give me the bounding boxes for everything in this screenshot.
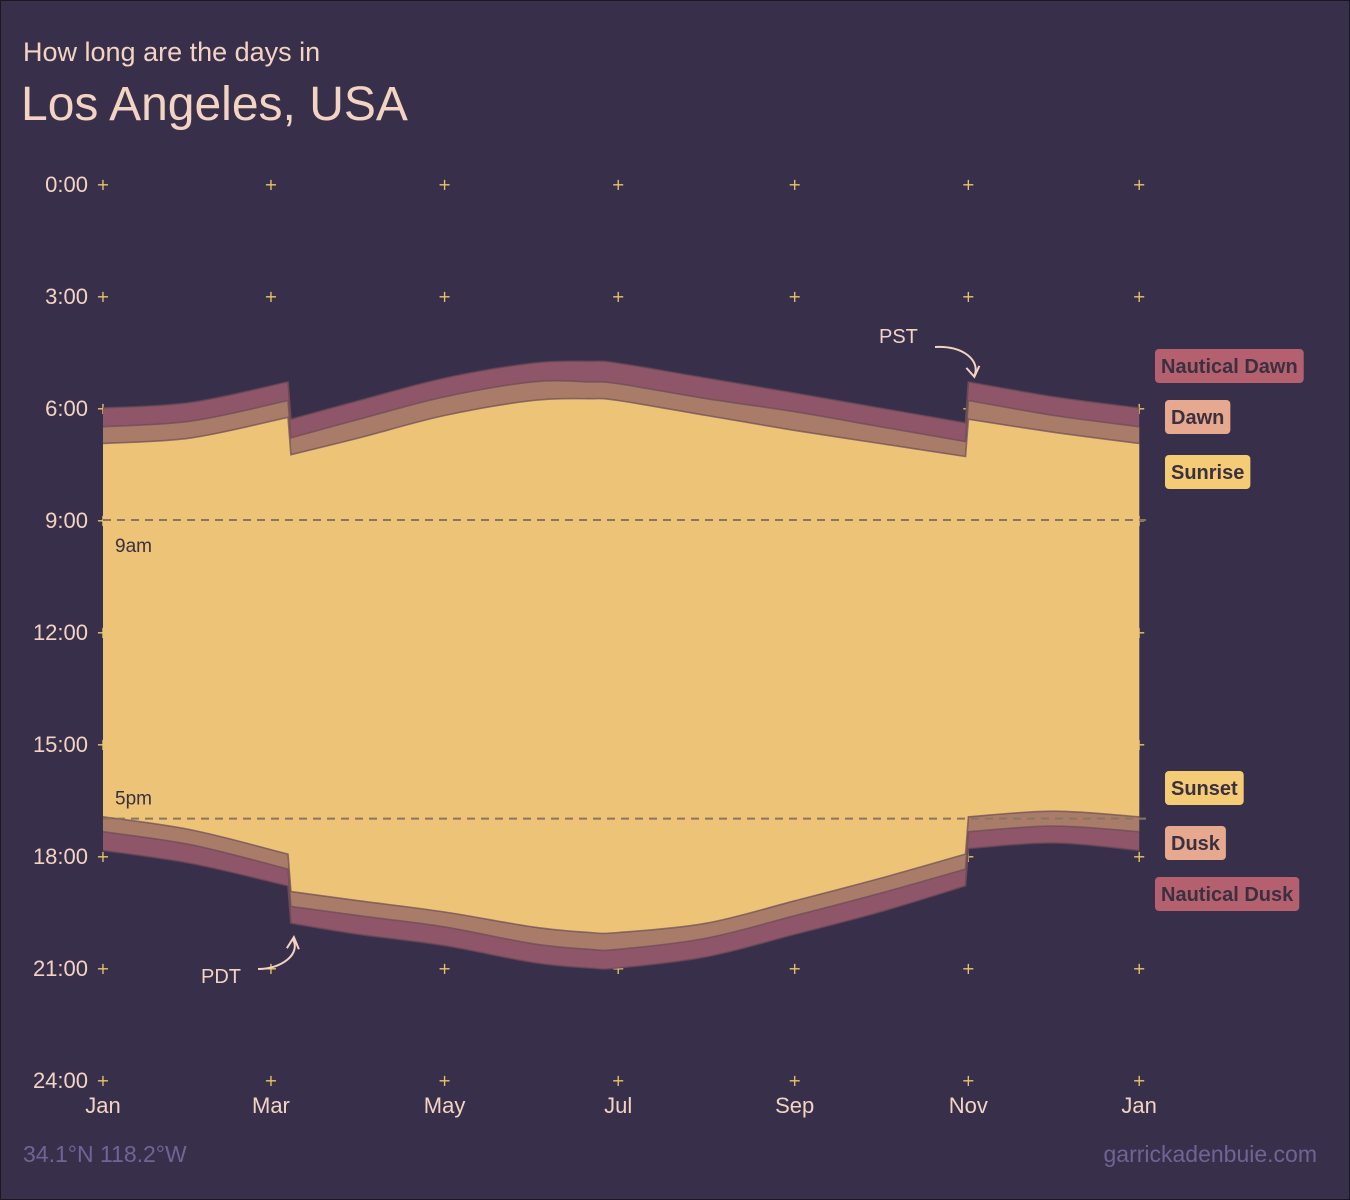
y-tick-label: 3:00 <box>45 284 88 309</box>
grid-plus-marker: + <box>1132 847 1145 866</box>
grid-plus-marker: + <box>438 959 451 978</box>
legend-swatch <box>1155 349 1304 383</box>
grid-plus-marker: + <box>962 175 975 194</box>
legend-item-nautical-dusk: Nautical Dusk <box>1155 877 1300 911</box>
legend-swatch <box>1165 771 1244 805</box>
grid-plus-marker: + <box>96 847 109 866</box>
legend-label: Nautical Dawn <box>1161 356 1298 378</box>
y-tick-label: 9:00 <box>45 508 88 533</box>
grid-plus-marker: + <box>962 959 975 978</box>
legend-label: Nautical Dusk <box>1161 884 1294 906</box>
legend-item-dusk: Dusk <box>1165 826 1226 860</box>
legend-item-sunrise: Sunrise <box>1165 455 1251 489</box>
series-line-nautical-dusk <box>102 842 1140 970</box>
grid-plus-marker: + <box>788 287 801 306</box>
grid-plus-marker: + <box>438 175 451 194</box>
grid-plus-marker: + <box>1132 287 1145 306</box>
x-tick-label: Sep <box>775 1093 814 1118</box>
y-tick-label: 6:00 <box>45 396 88 421</box>
legend-item-nautical-dawn: Nautical Dawn <box>1155 349 1304 383</box>
dst-break-line <box>964 848 970 886</box>
y-tick-label: 21:00 <box>33 956 88 981</box>
series-line-dusk <box>102 825 1140 952</box>
grid-plus-marker: + <box>438 287 451 306</box>
annotation-pst: PST <box>879 326 918 348</box>
grid-plus-marker: + <box>1132 1071 1145 1090</box>
y-tick-label: 12:00 <box>33 620 88 645</box>
legend-label: Dawn <box>1171 407 1224 429</box>
grid-plus-marker: + <box>264 1071 277 1090</box>
grid-plus-marker: + <box>1132 175 1145 194</box>
x-tick-label: Jul <box>604 1093 632 1118</box>
series-line-sunset <box>102 810 1140 935</box>
grid-plus-marker: + <box>612 1071 625 1090</box>
x-tick-label: Jan <box>1121 1093 1156 1118</box>
y-tick-label: 15:00 <box>33 732 88 757</box>
grid-plus-marker: + <box>438 1071 451 1090</box>
grid-plus-marker: + <box>612 175 625 194</box>
legend-swatch <box>1165 826 1226 860</box>
grid-plus-marker: + <box>96 175 109 194</box>
grid-plus-marker: + <box>264 175 277 194</box>
legend-swatch <box>1165 400 1231 434</box>
reference-label: 9am <box>115 536 152 557</box>
x-tick-label: Nov <box>949 1093 988 1118</box>
legend-label: Dusk <box>1171 833 1221 855</box>
legend-item-sunset: Sunset <box>1165 771 1244 805</box>
credit-caption: garrickadenbuie.com <box>1103 1141 1317 1167</box>
grid-plus-marker: + <box>962 287 975 306</box>
dst-break-line <box>287 885 292 924</box>
annotation-arrowhead-pst <box>965 365 981 379</box>
annotation-arrow-pdt <box>257 938 296 970</box>
grid-plus-marker: + <box>1132 959 1145 978</box>
dst-break-line <box>287 381 292 420</box>
annotation-arrowhead-pdt <box>286 935 300 950</box>
annotation-arrow-pst <box>934 345 977 377</box>
grid-plus-marker: + <box>788 1071 801 1090</box>
grid-plus-marker: + <box>96 1071 109 1090</box>
chart-subtitle: How long are the days in <box>23 37 321 67</box>
x-tick-label: Mar <box>252 1093 290 1118</box>
annotation-pdt: PDT <box>201 966 241 988</box>
y-tick-label: 24:00 <box>33 1068 88 1093</box>
grid-plus-marker: + <box>612 287 625 306</box>
legend-item-dawn: Dawn <box>1165 400 1231 434</box>
reference-label: 5pm <box>115 789 152 810</box>
grid-plus-marker: + <box>788 959 801 978</box>
daylight-band <box>103 398 1140 934</box>
grid-plus-marker: + <box>264 287 277 306</box>
grid-plus-marker: + <box>962 1071 975 1090</box>
dst-break-line <box>964 381 970 423</box>
y-tick-label: 18:00 <box>33 844 88 869</box>
series-line-dawn <box>102 379 1140 443</box>
x-tick-label: Jan <box>85 1093 120 1118</box>
grid-plus-marker: + <box>96 959 109 978</box>
legend-swatch <box>1165 455 1251 489</box>
coordinates-caption: 34.1°N 118.2°W <box>23 1141 187 1167</box>
chart-title: Los Angeles, USA <box>21 78 408 131</box>
legend-label: Sunset <box>1171 778 1238 800</box>
y-tick-label: 0:00 <box>45 172 88 197</box>
x-tick-label: May <box>424 1093 466 1118</box>
legend-swatch <box>1155 877 1300 911</box>
grid-plus-marker: + <box>788 175 801 194</box>
legend-label: Sunrise <box>1171 462 1244 484</box>
series-line-sunrise <box>102 397 1140 458</box>
grid-plus-marker: + <box>96 287 109 306</box>
